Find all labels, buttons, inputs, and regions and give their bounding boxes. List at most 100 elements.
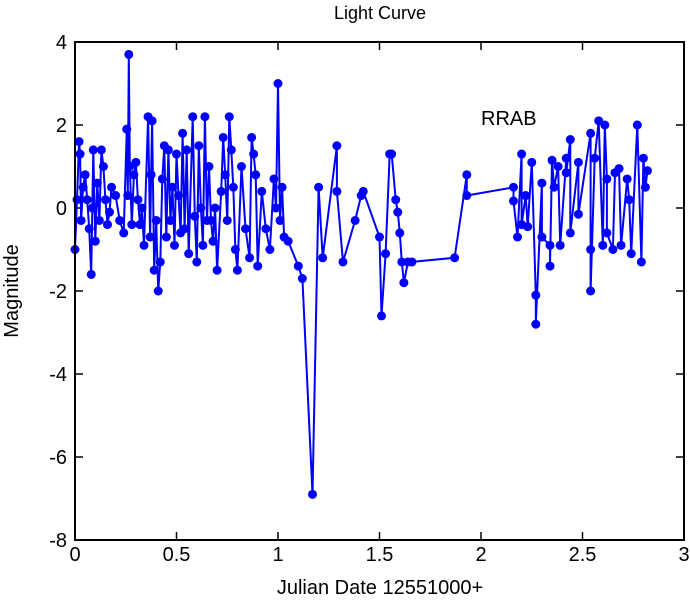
data-point bbox=[210, 203, 220, 213]
data-point bbox=[247, 132, 257, 142]
data-point bbox=[531, 290, 541, 300]
data-point bbox=[76, 215, 86, 225]
data-point bbox=[122, 124, 132, 134]
data-point bbox=[212, 265, 222, 275]
data-point bbox=[206, 215, 216, 225]
data-point bbox=[190, 211, 200, 221]
data-point bbox=[151, 215, 161, 225]
data-point bbox=[395, 228, 405, 238]
x-tick-label: 2 bbox=[475, 544, 486, 566]
data-point bbox=[90, 236, 100, 246]
data-point bbox=[115, 215, 125, 225]
data-point bbox=[622, 174, 632, 184]
data-point bbox=[172, 149, 181, 159]
x-axis-label: Julian Date 12551000+ bbox=[277, 577, 483, 599]
data-point bbox=[236, 162, 246, 171]
data-point bbox=[196, 203, 206, 213]
data-point bbox=[198, 240, 208, 250]
data-point bbox=[137, 203, 147, 213]
data-point bbox=[523, 222, 533, 232]
data-point bbox=[241, 224, 251, 234]
data-point bbox=[642, 166, 652, 176]
data-point bbox=[358, 186, 368, 196]
data-point bbox=[96, 145, 106, 155]
plot-frame bbox=[74, 41, 685, 541]
data-point bbox=[145, 232, 155, 242]
data-point bbox=[626, 249, 636, 259]
data-point bbox=[602, 228, 612, 238]
data-point bbox=[338, 257, 348, 267]
data-point bbox=[155, 257, 165, 267]
y-tick-label: -6 bbox=[49, 447, 67, 469]
data-point bbox=[75, 149, 85, 159]
data-point bbox=[133, 195, 143, 205]
data-point bbox=[638, 153, 648, 163]
data-point bbox=[169, 240, 179, 250]
y-tick-label: -4 bbox=[49, 364, 67, 386]
data-point bbox=[261, 224, 271, 234]
data-point bbox=[517, 149, 527, 159]
data-point bbox=[163, 145, 173, 155]
data-point bbox=[98, 162, 108, 171]
data-point bbox=[174, 191, 184, 201]
data-point bbox=[586, 286, 596, 296]
data-point bbox=[251, 170, 261, 180]
data-point bbox=[102, 220, 112, 230]
data-point bbox=[119, 228, 129, 238]
data-point bbox=[135, 220, 145, 230]
data-point bbox=[269, 174, 279, 184]
data-point bbox=[111, 191, 121, 201]
data-point bbox=[167, 182, 177, 192]
data-point bbox=[297, 274, 307, 284]
data-point bbox=[184, 249, 194, 259]
data-point bbox=[586, 128, 596, 138]
data-series bbox=[70, 49, 652, 499]
data-point bbox=[249, 149, 259, 159]
data-point bbox=[561, 168, 571, 178]
data-point bbox=[537, 178, 547, 188]
data-point bbox=[600, 120, 610, 130]
data-point bbox=[200, 112, 210, 122]
data-point bbox=[561, 153, 571, 163]
data-point bbox=[192, 257, 202, 267]
data-point bbox=[513, 232, 523, 242]
data-point bbox=[608, 245, 618, 254]
series-annotation: RRAB bbox=[481, 108, 537, 130]
data-point bbox=[149, 265, 159, 275]
data-point bbox=[80, 170, 90, 180]
data-point bbox=[377, 311, 387, 321]
data-point bbox=[547, 155, 557, 165]
y-tick-label: 0 bbox=[56, 198, 67, 220]
data-point bbox=[407, 257, 417, 267]
data-point bbox=[350, 215, 360, 225]
data-point bbox=[387, 149, 397, 159]
data-point bbox=[616, 240, 626, 250]
data-point bbox=[293, 261, 303, 271]
data-point bbox=[283, 236, 293, 246]
data-point bbox=[182, 145, 192, 155]
data-point bbox=[78, 182, 88, 192]
data-point bbox=[332, 141, 342, 151]
data-point bbox=[226, 145, 236, 155]
data-point bbox=[632, 120, 642, 130]
data-point bbox=[257, 186, 267, 196]
data-point bbox=[107, 182, 117, 192]
data-point bbox=[375, 232, 384, 242]
data-point bbox=[230, 245, 240, 254]
data-point bbox=[87, 203, 97, 213]
x-tick-label: 1.5 bbox=[366, 544, 394, 566]
data-point bbox=[277, 182, 287, 192]
chart-title: Light Curve bbox=[334, 3, 426, 23]
data-point bbox=[391, 195, 401, 205]
data-point bbox=[450, 253, 460, 263]
data-point bbox=[153, 286, 163, 296]
data-point bbox=[586, 245, 596, 254]
data-point bbox=[220, 170, 230, 180]
data-point bbox=[74, 137, 84, 147]
data-point bbox=[521, 191, 531, 201]
x-tick-label: 2.5 bbox=[569, 544, 597, 566]
data-point bbox=[178, 128, 188, 138]
data-point bbox=[565, 228, 575, 238]
data-point bbox=[602, 174, 612, 184]
